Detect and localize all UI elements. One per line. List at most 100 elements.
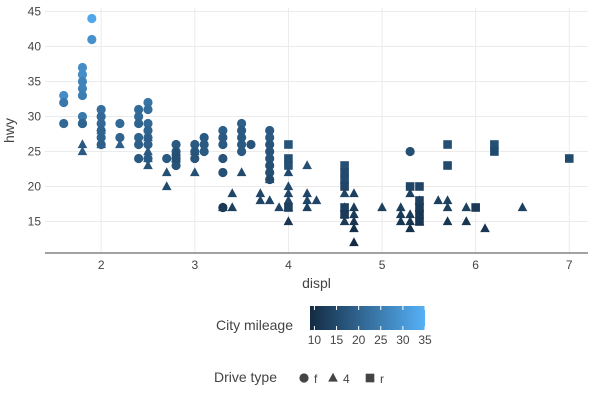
shape-legend-label: f <box>314 372 318 386</box>
x-tick-label: 7 <box>566 258 573 272</box>
data-point <box>414 202 425 212</box>
data-point <box>96 111 106 122</box>
data-point <box>161 181 172 191</box>
data-point <box>77 69 88 80</box>
data-point <box>564 154 574 163</box>
y-tick-label: 15 <box>28 215 42 229</box>
data-point <box>265 132 275 143</box>
data-point <box>283 181 294 191</box>
data-point <box>143 153 153 163</box>
data-point <box>349 202 359 212</box>
data-point <box>405 188 415 198</box>
data-point <box>340 161 349 170</box>
data-point <box>349 209 359 219</box>
data-point <box>143 125 153 136</box>
data-point <box>190 153 200 164</box>
colorbar-tick-label: 10 <box>308 333 322 347</box>
data-point <box>443 140 452 149</box>
colorbar-tick-label: 30 <box>396 333 410 347</box>
data-point <box>77 118 88 129</box>
data-point <box>218 202 228 212</box>
data-point <box>143 160 153 170</box>
data-point <box>274 202 284 212</box>
data-point <box>265 153 275 164</box>
data-point <box>77 90 88 101</box>
colorbar <box>310 306 425 330</box>
data-point <box>199 139 209 150</box>
data-point <box>227 202 238 212</box>
data-point <box>395 216 406 226</box>
data-point <box>265 167 275 178</box>
data-point <box>218 153 228 164</box>
data-point <box>143 146 153 156</box>
y-tick-label: 30 <box>28 110 42 124</box>
data-point <box>199 132 209 143</box>
data-point <box>442 216 453 226</box>
data-point <box>302 202 312 212</box>
y-tick-label: 35 <box>28 75 42 89</box>
data-point <box>461 202 472 212</box>
data-point <box>284 140 293 149</box>
data-point <box>96 125 106 135</box>
data-point <box>265 139 275 150</box>
y-tick-label: 40 <box>28 40 42 54</box>
data-point <box>237 146 247 157</box>
data-point <box>96 118 106 129</box>
gridlines <box>45 8 588 253</box>
data-point <box>283 195 294 205</box>
shape-legend-items: f 4 r <box>299 372 384 386</box>
data-point <box>237 125 247 136</box>
data-points <box>59 13 574 247</box>
data-point <box>87 13 97 24</box>
legend-circle-icon <box>299 373 309 383</box>
shape-legend-label: 4 <box>343 372 350 386</box>
data-point <box>414 195 425 205</box>
data-point <box>405 182 415 191</box>
data-point <box>265 160 275 171</box>
data-point <box>284 154 293 163</box>
data-point <box>59 90 69 101</box>
data-point <box>96 104 106 115</box>
x-tick-label: 4 <box>285 258 292 272</box>
data-point <box>395 202 406 212</box>
data-point <box>405 209 415 219</box>
data-point <box>415 182 424 191</box>
color-legend: City mileage 10 15 20 25 30 35 <box>216 306 432 347</box>
data-point <box>264 195 275 205</box>
x-tick-label: 3 <box>191 258 198 272</box>
data-point <box>134 132 144 143</box>
data-point <box>311 195 322 205</box>
data-point <box>96 139 106 149</box>
data-point <box>340 203 349 212</box>
data-point <box>340 175 349 184</box>
data-point <box>77 139 88 149</box>
data-point <box>349 223 359 233</box>
shape-legend-title: Drive type <box>214 369 277 385</box>
data-point <box>490 140 499 149</box>
data-point <box>115 132 125 143</box>
data-point <box>218 167 228 178</box>
data-point <box>134 139 144 150</box>
data-point <box>77 146 88 156</box>
data-point <box>237 139 247 150</box>
data-point <box>349 188 359 198</box>
data-point <box>264 174 275 184</box>
data-point <box>143 139 153 150</box>
data-point <box>189 167 200 177</box>
data-point <box>218 139 228 150</box>
data-point <box>283 167 294 177</box>
y-tick-label: 25 <box>28 145 42 159</box>
data-point <box>171 154 181 163</box>
data-point <box>340 182 349 191</box>
data-point <box>302 188 312 198</box>
data-point <box>161 167 172 177</box>
data-point <box>339 216 350 226</box>
colorbar-tick-label: 20 <box>352 333 366 347</box>
data-point <box>349 216 359 226</box>
x-axis-title: displ <box>302 275 331 291</box>
data-point <box>265 146 275 157</box>
data-point <box>143 118 153 129</box>
data-point <box>302 160 312 170</box>
data-point <box>405 223 415 233</box>
data-point <box>236 167 247 177</box>
